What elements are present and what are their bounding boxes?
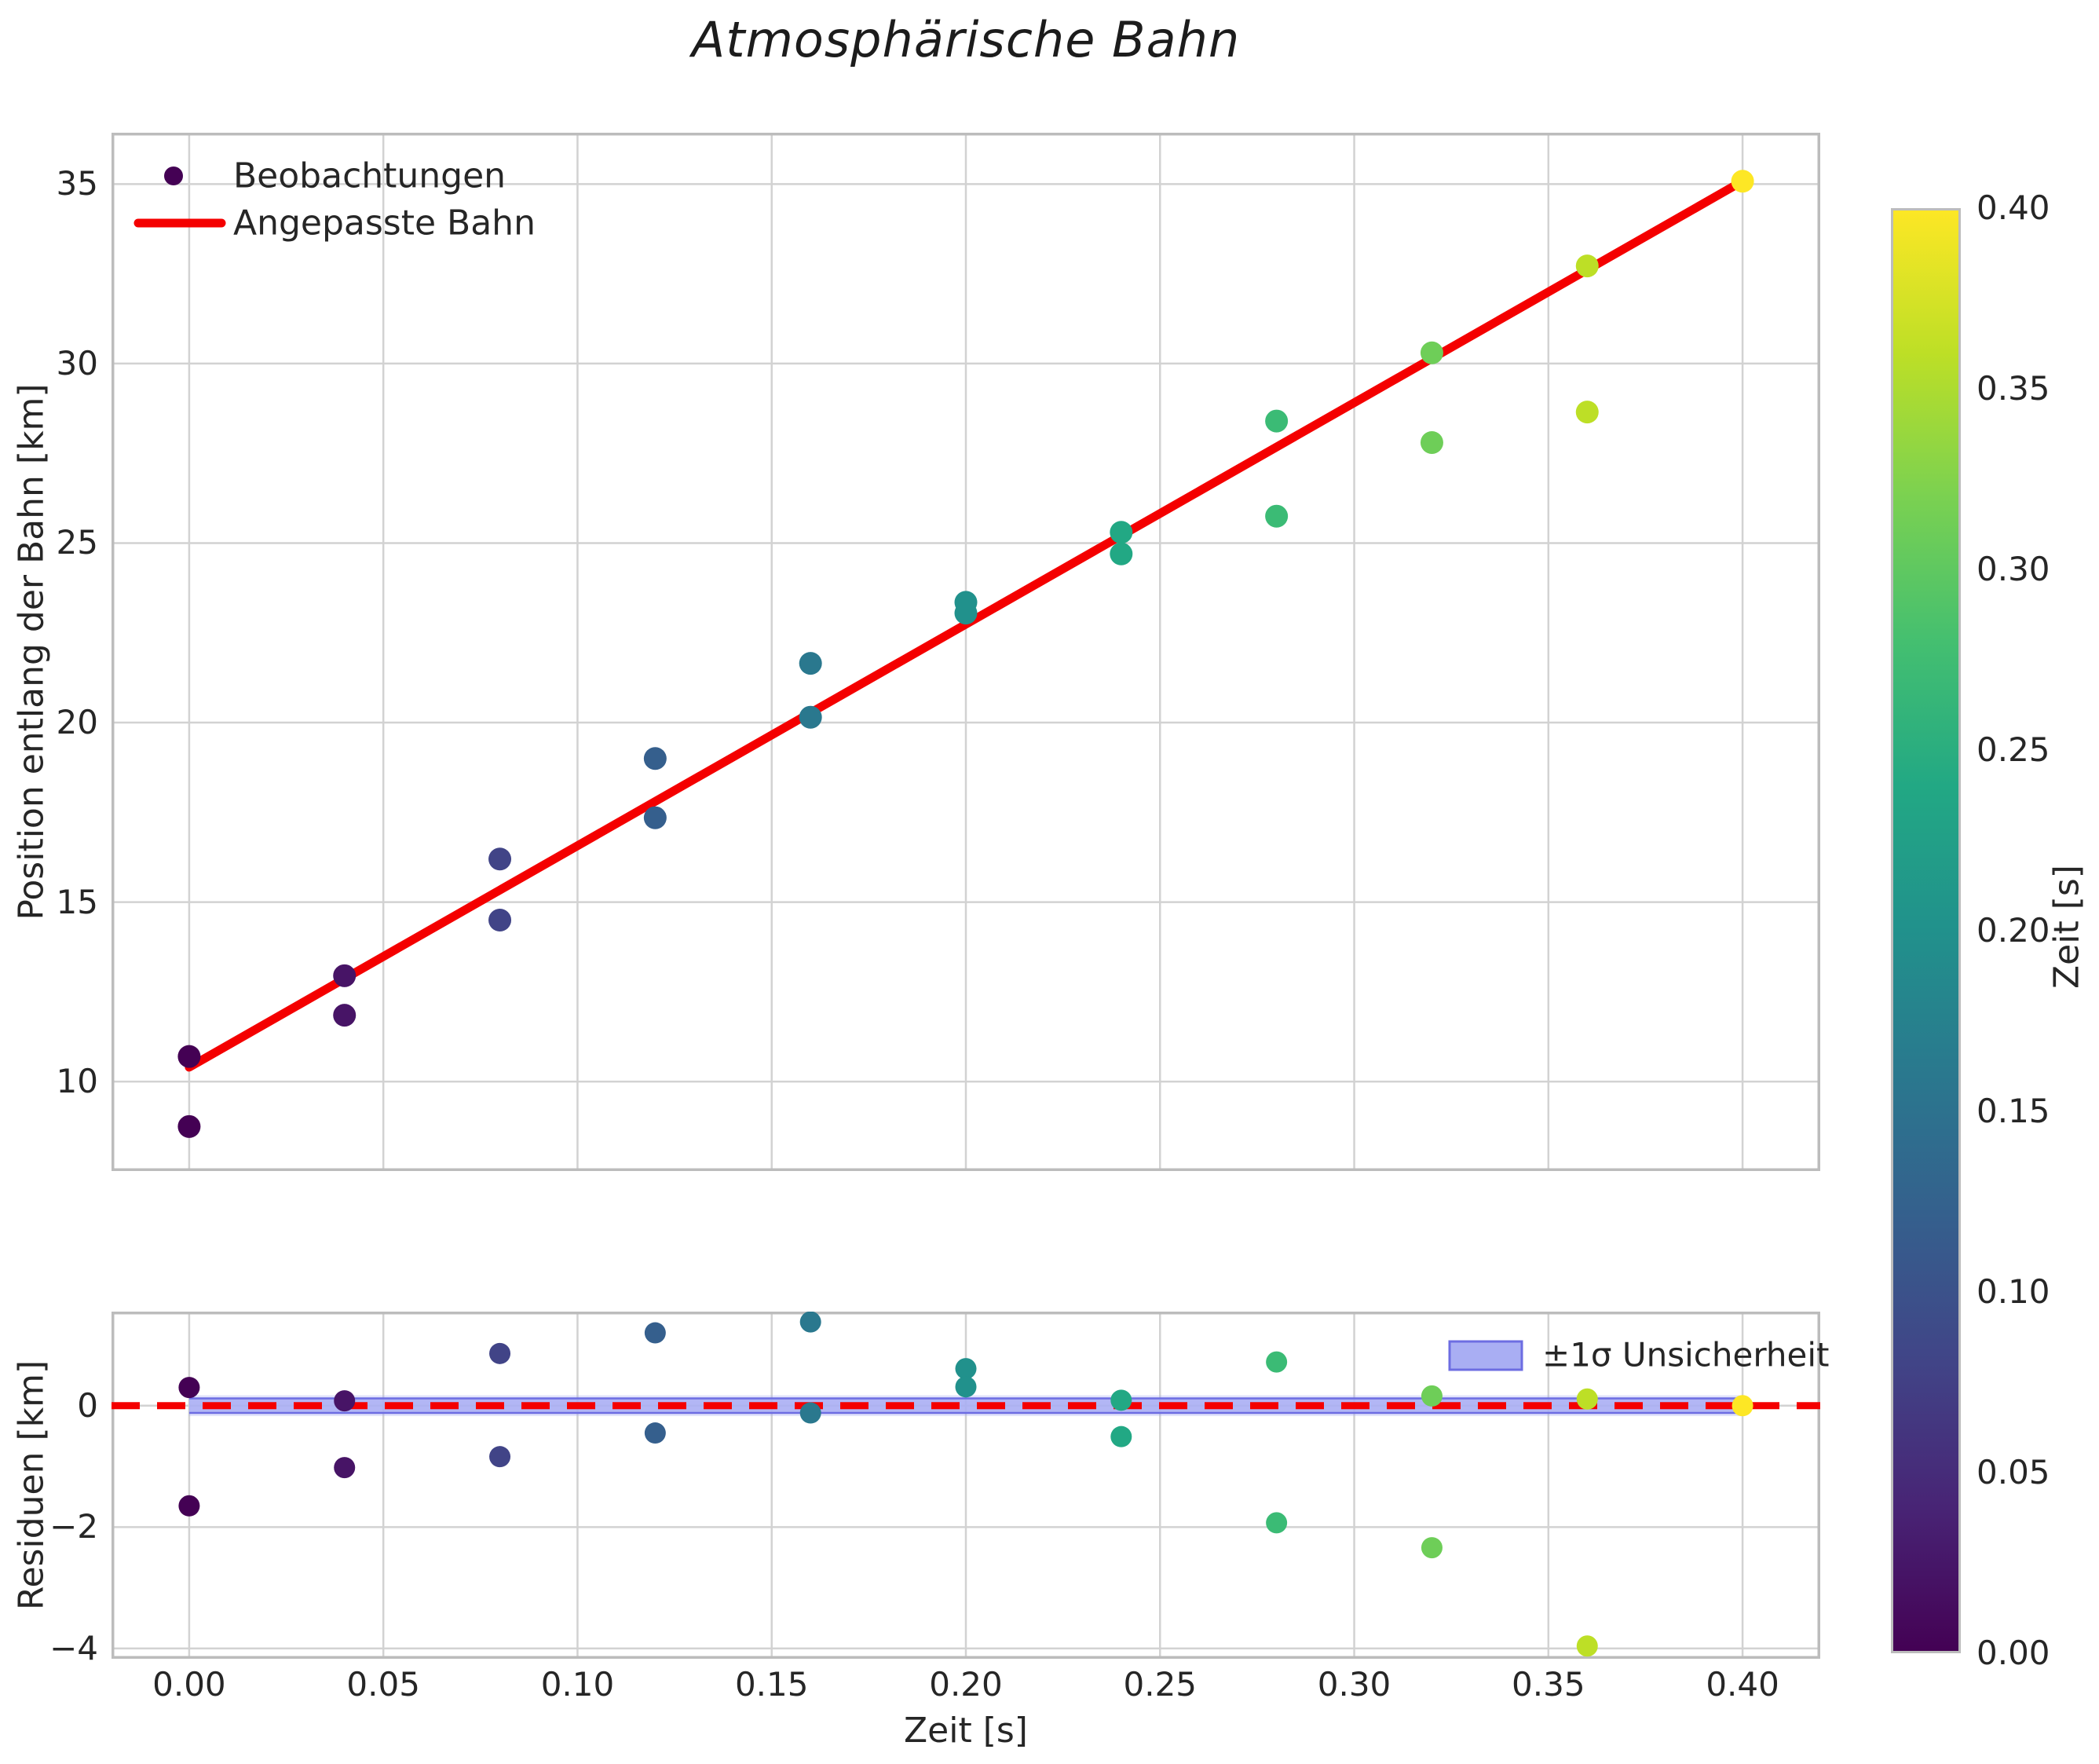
x-tick-label: 0.35 — [1512, 1665, 1585, 1704]
residual-point — [334, 1457, 356, 1479]
residual-y-tick-label: 0 — [77, 1385, 98, 1425]
top-y-tick-label: 20 — [56, 703, 98, 742]
x-tick-label: 0.15 — [734, 1665, 809, 1704]
residual-point — [178, 1377, 200, 1399]
colorbar-tick-label: 0.00 — [1976, 1634, 2050, 1672]
observation-point — [1420, 341, 1443, 364]
observation-point — [177, 1045, 201, 1068]
x-axis-label: Zeit [s] — [904, 1711, 1028, 1751]
top-y-tick-label: 30 — [56, 343, 98, 382]
observation-point — [1575, 401, 1599, 424]
axes-spines — [112, 133, 1820, 1171]
legend-label-observations: Beobachtungen — [233, 156, 506, 196]
colorbar-tick-label: 0.10 — [1976, 1272, 2050, 1311]
observation-point — [799, 652, 822, 675]
top-y-tick-label: 10 — [56, 1062, 98, 1101]
colorbar-tick-label: 0.35 — [1976, 369, 2050, 408]
x-tick-label: 0.00 — [152, 1665, 226, 1704]
residual-point — [1110, 1425, 1132, 1447]
colorbar-gradient — [1891, 208, 1961, 1653]
observation-point — [177, 1114, 201, 1138]
colorbar-tick-label: 0.30 — [1976, 550, 2050, 588]
chart-title: Atmosphärische Bahn — [691, 11, 1241, 68]
observation-point — [954, 602, 978, 625]
observation-point — [1265, 504, 1289, 528]
observation-point — [1731, 170, 1754, 193]
residual-point — [1421, 1385, 1443, 1407]
residual-point — [1576, 1388, 1598, 1410]
legend-label-uncertainty: ±1σ Unsicherheit — [1542, 1335, 1830, 1374]
residual-point — [644, 1322, 666, 1344]
observation-point — [1575, 254, 1599, 278]
residual-point — [1731, 1395, 1753, 1417]
uncertainty-band — [188, 1398, 1743, 1414]
x-tick-label: 0.20 — [929, 1665, 1003, 1704]
observation-point — [488, 847, 512, 871]
residual-point — [955, 1358, 977, 1380]
residual-point — [799, 1312, 821, 1333]
residual-point — [799, 1402, 821, 1424]
observation-point — [333, 964, 357, 987]
trajectory-plot-area — [112, 133, 1820, 1171]
residual-plot-area — [112, 1312, 1820, 1659]
top-y-tick-label: 35 — [56, 164, 98, 203]
colorbar-tick-label: 0.25 — [1976, 730, 2050, 769]
observation-point — [643, 747, 667, 770]
residual-point — [489, 1342, 511, 1364]
residual-point — [1110, 1389, 1132, 1411]
residual-point — [334, 1390, 356, 1412]
observation-point — [333, 1004, 357, 1027]
residual-point — [489, 1446, 511, 1468]
axes-spines — [112, 1312, 1820, 1659]
residual-point — [1266, 1512, 1288, 1534]
colorbar-tick-label: 0.20 — [1976, 911, 2050, 950]
colorbar-tick-label: 0.05 — [1976, 1453, 2050, 1491]
x-tick-label: 0.05 — [346, 1665, 420, 1704]
residual-point — [178, 1495, 200, 1517]
legend-label-fit: Angepasste Bahn — [233, 203, 536, 243]
residual-y-tick-label: −2 — [49, 1507, 98, 1546]
colorbar-bar — [1891, 208, 1961, 1653]
residual-point — [955, 1376, 977, 1398]
x-tick-label: 0.40 — [1706, 1665, 1779, 1704]
observation-point — [799, 705, 822, 729]
top-y-axis-label: Position entlang der Bahn [km] — [11, 383, 52, 920]
top-y-tick-label: 15 — [56, 882, 98, 921]
observation-point — [1420, 430, 1443, 454]
observation-point — [643, 806, 667, 829]
observation-point — [488, 908, 512, 931]
observation-point — [1110, 542, 1133, 565]
residual-y-tick-label: −4 — [49, 1628, 98, 1667]
residual-point — [1266, 1351, 1288, 1373]
x-tick-label: 0.25 — [1123, 1665, 1198, 1704]
colorbar-label: Zeit [s] — [2046, 865, 2087, 989]
residual-point — [1421, 1537, 1443, 1559]
x-tick-label: 0.30 — [1317, 1665, 1391, 1704]
x-tick-label: 0.10 — [540, 1665, 615, 1704]
residual-point — [1576, 1635, 1598, 1657]
legend-marker-observations — [164, 167, 183, 185]
colorbar-tick-label: 0.15 — [1976, 1092, 2050, 1130]
residual-point — [644, 1422, 666, 1444]
observation-point — [1265, 409, 1289, 433]
colorbar-tick-label: 0.40 — [1976, 188, 2050, 227]
observation-point — [1110, 521, 1133, 544]
legend-patch-uncertainty — [1448, 1340, 1523, 1371]
top-y-tick-label: 25 — [56, 523, 98, 562]
